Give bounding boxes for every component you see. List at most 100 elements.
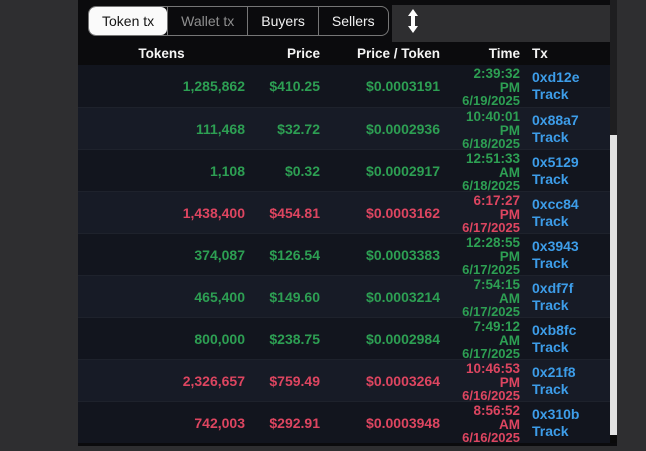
date-value: 6/17/2025 [462, 346, 520, 361]
table-row: 111,468 $32.72 $0.0002936 10:40:01 PM 6/… [78, 107, 610, 150]
table-row: 465,400 $149.60 $0.0003214 7:54:15 AM 6/… [78, 275, 610, 319]
date-value: 6/16/2025 [462, 430, 520, 445]
time-value: 2:39:32 [473, 66, 520, 81]
table-row: 1,438,400 $454.81 $0.0003162 6:17:27 PM … [78, 191, 610, 234]
tx-hash-link[interactable]: 0x21f8 [532, 364, 576, 380]
time-value: 7:54:15 [473, 277, 520, 292]
time-cell: 10:40:01 PM 6/18/2025 [440, 108, 520, 150]
tab-buyers[interactable]: Buyers [247, 7, 318, 35]
tx-track-link[interactable]: Track [532, 129, 569, 145]
time-cell: 6:17:27 PM 6/17/2025 [440, 192, 520, 234]
table-header: Tokens Price Price / Token Time Tx [78, 42, 610, 65]
price-per-token-cell: $0.0002917 [366, 163, 440, 179]
tokens-cell: 1,285,862 [182, 78, 245, 94]
price-per-token-cell: $0.0003264 [366, 373, 440, 389]
tx-track-link[interactable]: Track [532, 339, 569, 355]
date-value: 6/19/2025 [462, 93, 520, 108]
time-cell: 2:39:32 PM 6/19/2025 [440, 65, 520, 107]
tx-track-link[interactable]: Track [532, 381, 569, 397]
meridiem-value: PM [499, 206, 520, 222]
time-cell: 12:51:33 AM 6/18/2025 [440, 150, 520, 192]
price-cell: $759.49 [269, 373, 320, 389]
tx-cell: 0xd12e Track [520, 69, 610, 103]
tx-hash-link[interactable]: 0xcc84 [532, 196, 579, 212]
price-per-token-cell: $0.0003948 [366, 415, 440, 431]
date-value: 6/18/2025 [462, 178, 520, 193]
tx-hash-link[interactable]: 0x88a7 [532, 112, 579, 128]
tx-cell: 0x310b Track [520, 406, 610, 440]
column-header-tokens: Tokens [138, 46, 185, 61]
price-cell: $292.91 [269, 415, 320, 431]
price-cell: $149.60 [269, 289, 320, 305]
price-cell: $0.32 [284, 163, 320, 179]
price-per-token-cell: $0.0002984 [366, 331, 440, 347]
tx-hash-link[interactable]: 0xdf7f [532, 280, 574, 296]
column-header-time: Time [488, 46, 520, 61]
date-value: 6/17/2025 [462, 220, 520, 235]
date-value: 6/17/2025 [462, 262, 520, 277]
table-row: 1,285,862 $410.25 $0.0003191 2:39:32 PM … [78, 65, 610, 107]
tx-track-link[interactable]: Track [532, 297, 569, 313]
scrollbar-thumb[interactable] [610, 135, 617, 435]
price-per-token-cell: $0.0003383 [366, 247, 440, 263]
tab-token-tx[interactable]: Token tx [89, 7, 168, 35]
tab-group: Token tx Wallet tx Buyers Sellers [88, 6, 389, 36]
tx-track-link[interactable]: Track [532, 86, 569, 102]
meridiem-value: AM [499, 332, 520, 348]
column-header-price-per-token: Price / Token [356, 46, 440, 61]
scrollbar-bottom-cap [610, 435, 617, 443]
price-per-token-cell: $0.0003191 [366, 78, 440, 94]
tx-hash-link[interactable]: 0x5129 [532, 154, 579, 170]
tokens-cell: 111,468 [195, 121, 245, 137]
tx-hash-link[interactable]: 0x310b [532, 406, 580, 422]
date-value: 6/16/2025 [462, 388, 520, 403]
tokens-cell: 465,400 [194, 289, 245, 305]
tab-sellers[interactable]: Sellers [317, 7, 388, 35]
tx-cell: 0x3943 Track [520, 238, 610, 272]
tx-track-link[interactable]: Track [532, 423, 569, 439]
tab-wallet-tx[interactable]: Wallet tx [167, 7, 247, 35]
time-value: 12:28:55 [465, 235, 520, 250]
up-down-arrow-icon [407, 9, 418, 33]
tx-cell: 0x88a7 Track [520, 112, 610, 146]
toolbar: Token tx Wallet tx Buyers Sellers [78, 0, 617, 42]
time-cell: 10:46:53 PM 6/16/2025 [440, 360, 520, 402]
date-value: 6/18/2025 [462, 136, 520, 151]
tx-hash-link[interactable]: 0x3943 [532, 238, 579, 254]
vertical-scrollbar[interactable] [610, 0, 617, 443]
tx-hash-link[interactable]: 0xb8fc [532, 322, 577, 338]
transactions-widget: Token tx Wallet tx Buyers Sellers Tokens Pr… [78, 0, 617, 446]
price-cell: $410.25 [269, 78, 320, 94]
tx-hash-link[interactable]: 0xd12e [532, 69, 580, 85]
date-value: 6/17/2025 [462, 304, 520, 319]
toolbar-background-fill [392, 5, 610, 42]
price-cell: $238.75 [269, 331, 320, 347]
tx-cell: 0x21f8 Track [520, 364, 610, 398]
meridiem-value: PM [499, 374, 520, 390]
time-cell: 7:49:12 AM 6/17/2025 [440, 318, 520, 360]
price-cell: $32.72 [277, 121, 320, 137]
time-value: 6:17:27 [473, 193, 520, 208]
price-per-token-cell: $0.0002936 [366, 121, 440, 137]
tx-track-link[interactable]: Track [532, 213, 569, 229]
meridiem-value: AM [499, 164, 520, 180]
tx-track-link[interactable]: Track [532, 255, 569, 271]
time-cell: 12:28:55 PM 6/17/2025 [440, 234, 520, 276]
tokens-cell: 1,438,400 [182, 205, 245, 221]
time-value: 12:51:33 [465, 151, 520, 166]
tokens-cell: 1,108 [209, 163, 245, 179]
meridiem-value: PM [499, 79, 520, 95]
time-value: 8:56:52 [473, 403, 520, 418]
column-header-price: Price [286, 46, 320, 61]
time-value: 10:46:53 [465, 361, 520, 376]
time-cell: 8:56:52 AM 6/16/2025 [440, 402, 520, 444]
tx-track-link[interactable]: Track [532, 171, 569, 187]
table-body: 1,285,862 $410.25 $0.0003191 2:39:32 PM … [78, 65, 617, 446]
sort-up-down-icon[interactable] [404, 7, 422, 35]
price-cell: $126.54 [269, 247, 320, 263]
meridiem-value: PM [499, 122, 520, 138]
tokens-cell: 2,326,657 [182, 373, 245, 389]
tokens-cell: 742,003 [194, 415, 245, 431]
table-row: 1,108 $0.32 $0.0002917 12:51:33 AM 6/18/… [78, 149, 610, 192]
time-value: 7:49:12 [473, 319, 520, 334]
